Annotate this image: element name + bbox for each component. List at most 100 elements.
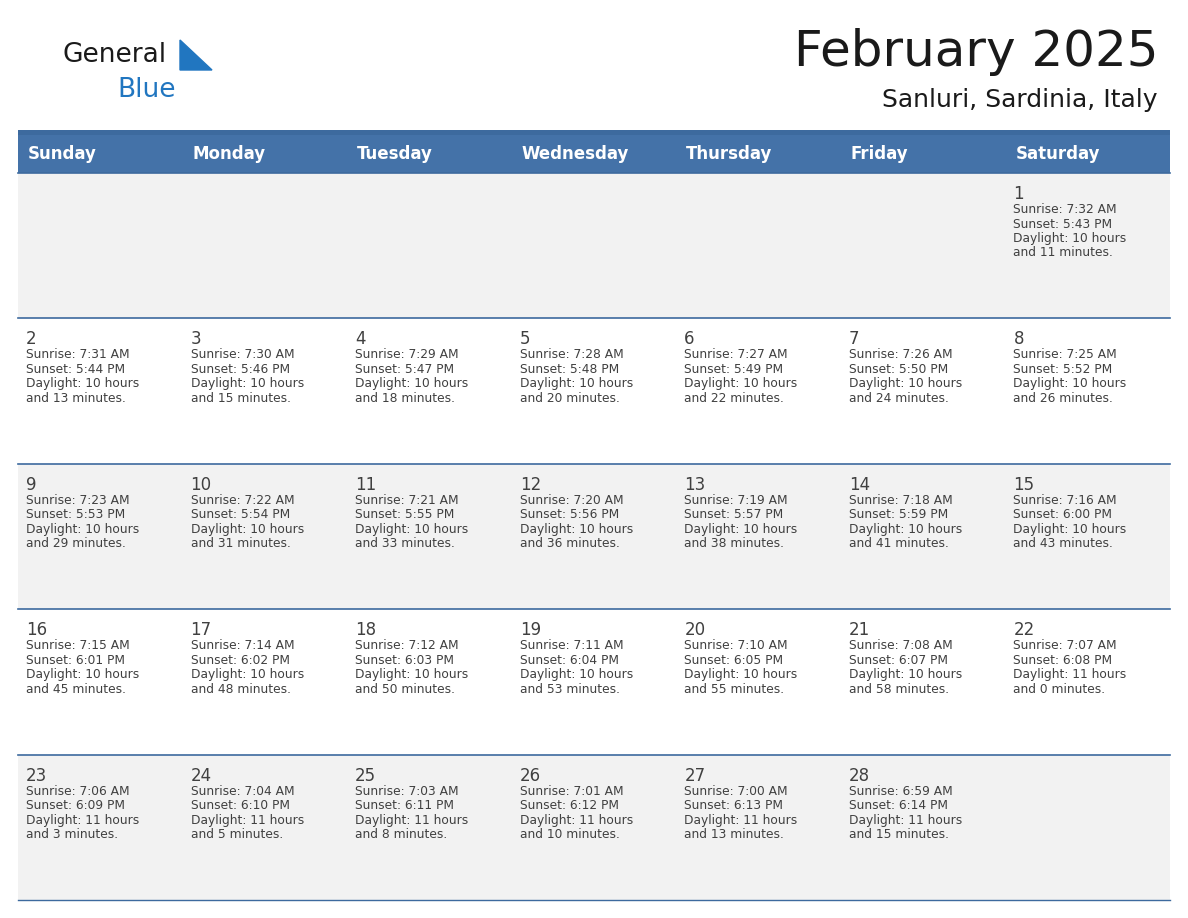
Text: Daylight: 10 hours: Daylight: 10 hours — [190, 668, 304, 681]
Text: Daylight: 10 hours: Daylight: 10 hours — [684, 522, 797, 536]
Text: and 53 minutes.: and 53 minutes. — [519, 683, 620, 696]
Text: Daylight: 11 hours: Daylight: 11 hours — [190, 813, 304, 826]
Text: Sunrise: 7:19 AM: Sunrise: 7:19 AM — [684, 494, 788, 507]
Bar — [347, 755, 512, 900]
Text: 1: 1 — [1013, 185, 1024, 203]
Text: Daylight: 10 hours: Daylight: 10 hours — [849, 668, 962, 681]
Text: Sunrise: 7:23 AM: Sunrise: 7:23 AM — [26, 494, 129, 507]
Text: and 13 minutes.: and 13 minutes. — [684, 828, 784, 841]
Text: Daylight: 10 hours: Daylight: 10 hours — [849, 377, 962, 390]
Text: Sunset: 6:11 PM: Sunset: 6:11 PM — [355, 799, 454, 812]
Text: Sunset: 5:44 PM: Sunset: 5:44 PM — [26, 363, 125, 375]
Text: 5: 5 — [519, 330, 530, 349]
Text: Sunrise: 7:00 AM: Sunrise: 7:00 AM — [684, 785, 788, 798]
Text: 4: 4 — [355, 330, 366, 349]
Bar — [1005, 755, 1170, 900]
Bar — [18, 610, 183, 755]
Text: Sunrise: 7:20 AM: Sunrise: 7:20 AM — [519, 494, 624, 507]
Bar — [841, 135, 1005, 173]
Text: Sunrise: 7:27 AM: Sunrise: 7:27 AM — [684, 349, 788, 362]
Text: Daylight: 10 hours: Daylight: 10 hours — [1013, 522, 1126, 536]
Bar — [512, 319, 676, 464]
Text: and 29 minutes.: and 29 minutes. — [26, 537, 126, 550]
Text: Sunrise: 7:25 AM: Sunrise: 7:25 AM — [1013, 349, 1117, 362]
Text: and 45 minutes.: and 45 minutes. — [26, 683, 126, 696]
Bar — [841, 319, 1005, 464]
Text: 2: 2 — [26, 330, 37, 349]
Text: Daylight: 10 hours: Daylight: 10 hours — [190, 522, 304, 536]
Text: Sunrise: 7:15 AM: Sunrise: 7:15 AM — [26, 639, 129, 652]
Text: Sunrise: 7:21 AM: Sunrise: 7:21 AM — [355, 494, 459, 507]
Text: Sunset: 6:03 PM: Sunset: 6:03 PM — [355, 654, 454, 666]
Bar — [183, 135, 347, 173]
Text: Daylight: 10 hours: Daylight: 10 hours — [26, 377, 139, 390]
Text: Daylight: 10 hours: Daylight: 10 hours — [1013, 232, 1126, 245]
Bar — [347, 135, 512, 173]
Text: Daylight: 10 hours: Daylight: 10 hours — [355, 377, 468, 390]
Text: and 31 minutes.: and 31 minutes. — [190, 537, 290, 550]
Bar — [841, 755, 1005, 900]
Text: Sunrise: 7:06 AM: Sunrise: 7:06 AM — [26, 785, 129, 798]
Bar — [841, 610, 1005, 755]
Bar — [18, 464, 183, 610]
Text: Friday: Friday — [851, 145, 909, 163]
Text: 28: 28 — [849, 767, 870, 785]
Text: Daylight: 10 hours: Daylight: 10 hours — [1013, 377, 1126, 390]
Text: Wednesday: Wednesday — [522, 145, 630, 163]
Bar — [18, 173, 183, 319]
Text: and 58 minutes.: and 58 minutes. — [849, 683, 949, 696]
Text: 6: 6 — [684, 330, 695, 349]
Bar — [183, 319, 347, 464]
Text: Daylight: 10 hours: Daylight: 10 hours — [26, 522, 139, 536]
Text: Sunrise: 7:08 AM: Sunrise: 7:08 AM — [849, 639, 953, 652]
Text: 17: 17 — [190, 621, 211, 639]
Text: Sunrise: 7:11 AM: Sunrise: 7:11 AM — [519, 639, 624, 652]
Text: February 2025: February 2025 — [794, 28, 1158, 76]
Bar — [841, 464, 1005, 610]
Text: Sunset: 5:52 PM: Sunset: 5:52 PM — [1013, 363, 1113, 375]
Text: and 33 minutes.: and 33 minutes. — [355, 537, 455, 550]
Text: Sunset: 5:55 PM: Sunset: 5:55 PM — [355, 509, 455, 521]
Text: Sunset: 6:12 PM: Sunset: 6:12 PM — [519, 799, 619, 812]
Text: Sunrise: 7:16 AM: Sunrise: 7:16 AM — [1013, 494, 1117, 507]
Text: Tuesday: Tuesday — [358, 145, 432, 163]
Text: Sunset: 5:53 PM: Sunset: 5:53 PM — [26, 509, 125, 521]
Text: Sunrise: 7:10 AM: Sunrise: 7:10 AM — [684, 639, 788, 652]
Text: Sunset: 6:01 PM: Sunset: 6:01 PM — [26, 654, 125, 666]
Text: Daylight: 11 hours: Daylight: 11 hours — [1013, 668, 1126, 681]
Text: Sunset: 6:04 PM: Sunset: 6:04 PM — [519, 654, 619, 666]
Text: 13: 13 — [684, 476, 706, 494]
Text: Sunrise: 7:12 AM: Sunrise: 7:12 AM — [355, 639, 459, 652]
Text: Sunset: 5:43 PM: Sunset: 5:43 PM — [1013, 218, 1112, 230]
Bar — [183, 173, 347, 319]
Bar — [18, 130, 1170, 135]
Text: Daylight: 11 hours: Daylight: 11 hours — [684, 813, 797, 826]
Text: Sunrise: 7:18 AM: Sunrise: 7:18 AM — [849, 494, 953, 507]
Text: Sunrise: 7:32 AM: Sunrise: 7:32 AM — [1013, 203, 1117, 216]
Text: Sunset: 6:10 PM: Sunset: 6:10 PM — [190, 799, 290, 812]
Text: 16: 16 — [26, 621, 48, 639]
Text: and 48 minutes.: and 48 minutes. — [190, 683, 291, 696]
Text: 21: 21 — [849, 621, 870, 639]
Bar — [512, 464, 676, 610]
Text: 25: 25 — [355, 767, 377, 785]
Text: and 26 minutes.: and 26 minutes. — [1013, 392, 1113, 405]
Text: Daylight: 11 hours: Daylight: 11 hours — [355, 813, 468, 826]
Bar — [512, 610, 676, 755]
Text: Sunset: 5:46 PM: Sunset: 5:46 PM — [190, 363, 290, 375]
Bar — [841, 173, 1005, 319]
Text: 14: 14 — [849, 476, 870, 494]
Text: Daylight: 11 hours: Daylight: 11 hours — [519, 813, 633, 826]
Bar — [512, 173, 676, 319]
Text: Sunset: 6:13 PM: Sunset: 6:13 PM — [684, 799, 783, 812]
Text: Daylight: 10 hours: Daylight: 10 hours — [355, 522, 468, 536]
Bar — [18, 319, 183, 464]
Text: Sunset: 5:57 PM: Sunset: 5:57 PM — [684, 509, 784, 521]
Text: Sunset: 6:14 PM: Sunset: 6:14 PM — [849, 799, 948, 812]
Bar — [347, 464, 512, 610]
Bar — [512, 755, 676, 900]
Text: Daylight: 10 hours: Daylight: 10 hours — [519, 377, 633, 390]
Text: Sunset: 5:49 PM: Sunset: 5:49 PM — [684, 363, 783, 375]
Text: Sunrise: 7:31 AM: Sunrise: 7:31 AM — [26, 349, 129, 362]
Text: 24: 24 — [190, 767, 211, 785]
